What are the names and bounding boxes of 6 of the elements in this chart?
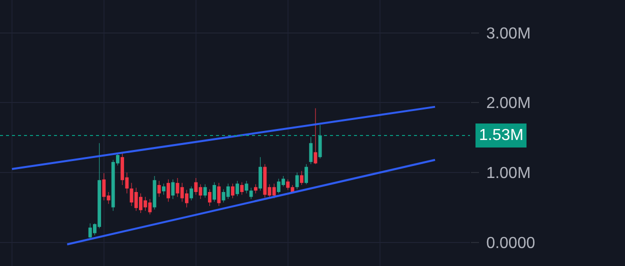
y-tick-label: 0.0000 (486, 234, 536, 252)
y-tick-label: 1.00M (486, 165, 531, 182)
y-tick-label: 2.00M (486, 95, 531, 112)
y-tick-label: 3.00M (486, 25, 531, 42)
ref-line-label: 1.53M (479, 127, 524, 144)
candlestick (314, 108, 318, 164)
